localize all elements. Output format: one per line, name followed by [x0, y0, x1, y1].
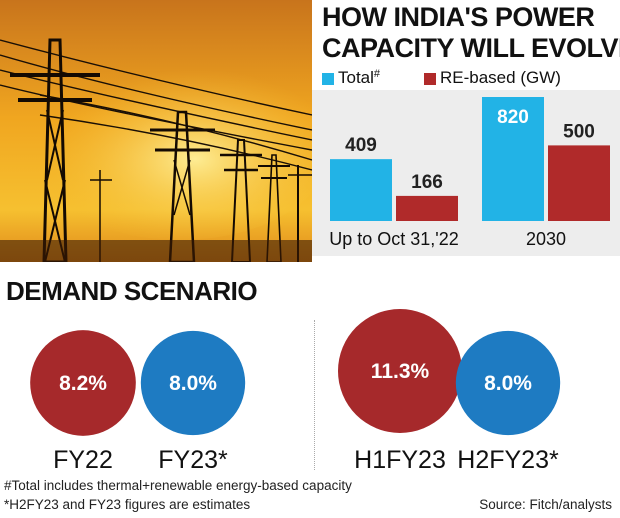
- bar-re-0: [396, 195, 458, 221]
- headline-line-2: CAPACITY WILL EVOLVE: [322, 33, 620, 63]
- bar-total-0: [330, 159, 392, 221]
- growth-value-0-1: 8.0%: [169, 372, 217, 395]
- footnote-estimates: *H2FY23 and FY23 figures are estimates: [4, 497, 251, 512]
- bar-label-re-0: 166: [411, 172, 443, 193]
- divider: [314, 320, 315, 470]
- growth-circle-0-1: [140, 330, 246, 436]
- growth-value-0-0: 8.2%: [59, 372, 107, 395]
- growth-circle-1-1: [455, 330, 561, 436]
- legend-total-label: Total: [338, 68, 374, 87]
- demand-growth-chart: 8.2% FY22 8.0% FY23* 11.3% H1FY23 8.0% H2FY23*: [30, 309, 561, 474]
- bar-label-total-0: 409: [345, 135, 377, 156]
- bar-re-1: [548, 145, 610, 221]
- legend-total: Total#: [322, 68, 380, 90]
- source-note: Source: Fitch/analysts: [479, 497, 612, 512]
- legend-total-mark: #: [373, 68, 381, 80]
- legend-re-label: RE-based (GW): [440, 68, 561, 87]
- demand-scenario-title: DEMAND SCENARIO: [6, 276, 258, 306]
- bar-label-total-1: 820: [497, 107, 529, 128]
- legend-re-swatch: [424, 72, 436, 85]
- capacity-bar-chart: 409 166 Up to Oct 31,'22 820 500 2030: [312, 90, 620, 256]
- bar-total-1: [482, 97, 544, 221]
- period-label-0-0: FY22: [53, 446, 113, 474]
- period-label-1-1: H2FY23*: [457, 446, 559, 474]
- growth-value-1-0: 11.3%: [371, 360, 430, 383]
- period-label-0-1: FY23*: [158, 446, 228, 474]
- growth-circle-0-0: [30, 330, 136, 436]
- bar-label-re-1: 500: [563, 121, 595, 142]
- category-label-1: 2030: [526, 229, 566, 249]
- category-label-0: Up to Oct 31,'22: [329, 229, 459, 249]
- legend-total-swatch: [322, 72, 334, 85]
- power-towers-photo: [0, 0, 312, 262]
- footnote-total: #Total includes thermal+renewable energy…: [4, 478, 352, 493]
- headline-line-1: HOW INDIA'S POWER: [322, 2, 595, 32]
- legend-re: RE-based (GW): [424, 68, 561, 90]
- growth-value-1-1: 8.0%: [484, 372, 532, 395]
- period-label-1-0: H1FY23: [354, 446, 446, 474]
- growth-circle-1-0: [338, 309, 462, 433]
